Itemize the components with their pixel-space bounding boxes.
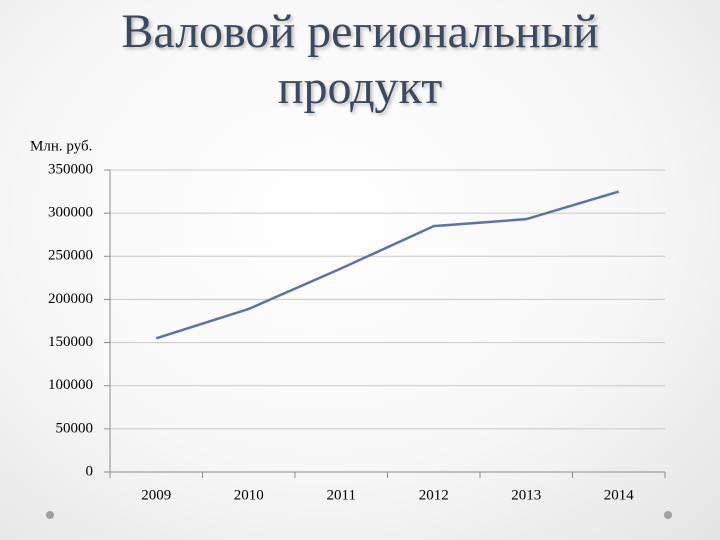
decor-dot [46,511,54,519]
data-line [155,190,620,340]
y-tick-label: 100000 [48,377,93,393]
x-tick-label: 2013 [511,487,541,503]
y-axis-label: Млн. руб. [30,138,92,154]
y-tick-label: 200000 [48,291,93,307]
y-tick-label: 300000 [48,205,93,221]
x-tick-label: 2012 [419,487,449,503]
x-tick-label: 2010 [234,487,264,503]
x-tick-label: 2014 [604,487,635,503]
y-tick-label: 250000 [48,248,93,264]
y-tick-label: 350000 [48,161,93,177]
x-tick-label: 2011 [327,487,356,503]
y-tick-label: 150000 [48,334,93,350]
slide-title: Валовой региональный продукт [121,5,599,114]
x-tick-label: 2009 [141,487,171,503]
y-tick-label: 50000 [56,420,94,436]
y-tick-label: 0 [86,463,94,479]
decor-dot [664,511,672,519]
